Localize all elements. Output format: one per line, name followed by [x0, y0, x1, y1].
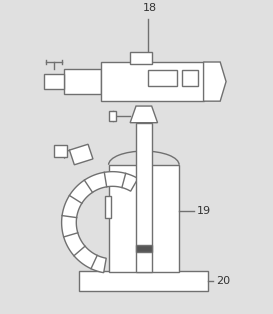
Bar	[64, 69, 101, 94]
Polygon shape	[69, 144, 93, 165]
Bar	[44, 74, 64, 89]
Bar	[109, 165, 179, 273]
Text: 18: 18	[143, 3, 157, 13]
Polygon shape	[62, 172, 138, 273]
Bar	[130, 52, 152, 64]
Bar	[182, 70, 198, 85]
Bar	[105, 196, 111, 218]
Bar	[136, 123, 152, 273]
Polygon shape	[130, 106, 158, 123]
Bar	[54, 145, 67, 157]
Polygon shape	[204, 62, 226, 101]
Bar	[79, 272, 209, 291]
Bar	[101, 62, 204, 101]
Bar	[109, 111, 116, 121]
Bar	[148, 70, 177, 85]
Text: 20: 20	[216, 276, 230, 286]
Text: 19: 19	[197, 206, 211, 216]
Bar	[136, 245, 152, 252]
